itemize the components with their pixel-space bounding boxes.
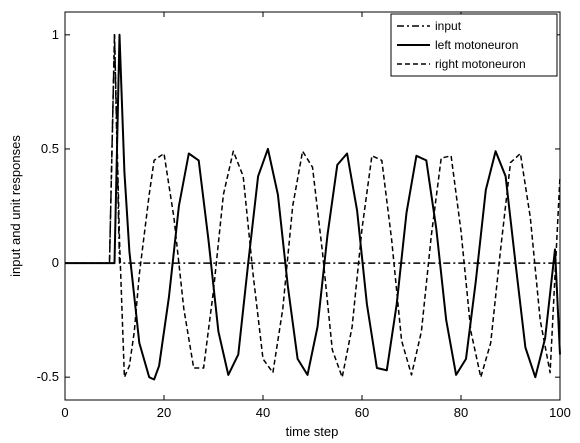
series-line-right-motoneuron bbox=[65, 34, 561, 378]
x-tick-label: 100 bbox=[549, 405, 571, 420]
legend: input left motoneuron right motoneuron bbox=[390, 13, 558, 77]
x-tick-label: 60 bbox=[355, 405, 369, 420]
y-tick-label: -0.5 bbox=[37, 369, 59, 384]
y-axis-label: input and unit responses bbox=[8, 135, 23, 277]
series-layer bbox=[65, 33, 561, 381]
x-tick-label: 0 bbox=[61, 405, 68, 420]
legend-label-right-motoneuron: right motoneuron bbox=[435, 57, 526, 71]
y-tick-label: 0.5 bbox=[41, 141, 59, 156]
x-tick-label: 40 bbox=[256, 405, 270, 420]
x-axis-label: time step bbox=[286, 424, 339, 439]
y-tick-label: 0 bbox=[52, 255, 59, 270]
ticks-layer: 0 20 40 60 80 100 -0.5 0 0.5 1 bbox=[37, 12, 571, 420]
series-line-left-motoneuron bbox=[65, 33, 561, 381]
x-tick-label: 20 bbox=[157, 405, 171, 420]
x-tick-label: 80 bbox=[454, 405, 468, 420]
legend-label-input: input bbox=[435, 19, 462, 33]
legend-label-left-motoneuron: left motoneuron bbox=[435, 38, 518, 52]
y-tick-label: 1 bbox=[52, 27, 59, 42]
